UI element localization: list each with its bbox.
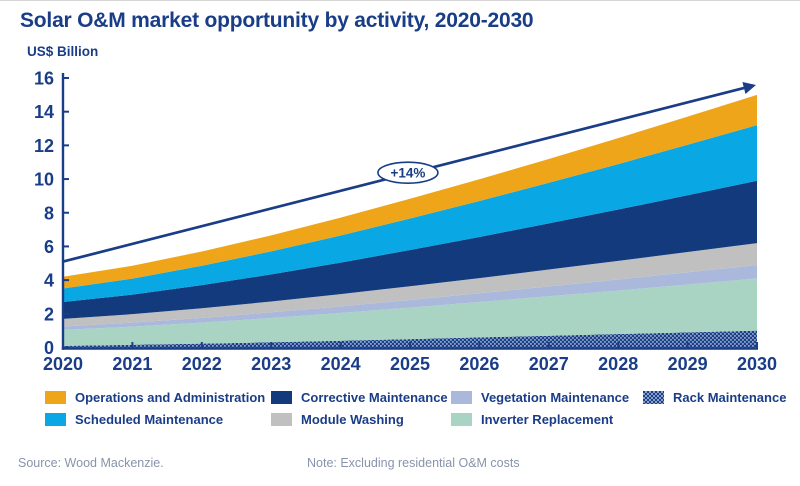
area-scheduled-maintenance (63, 125, 757, 303)
x-tick-label: 2022 (182, 354, 222, 374)
chart-legend: Operations and Administration Corrective … (45, 390, 790, 427)
legend-label: Vegetation Maintenance (481, 390, 630, 405)
legend-swatch-scheduled-maintenance (45, 413, 66, 426)
legend-label: Operations and Administration (75, 390, 266, 405)
x-tick-label: 2028 (598, 354, 638, 374)
legend-swatch-rack-maintenance (643, 391, 664, 404)
x-tick-label: 2020 (43, 354, 83, 374)
x-tick-label: 2021 (112, 354, 152, 374)
legend-label: Scheduled Maintenance (75, 412, 224, 427)
legend-item-module-washing: Module Washing (271, 412, 451, 427)
legend-item-scheduled-maintenance: Scheduled Maintenance (45, 412, 271, 427)
area-inverter-replacement (63, 278, 757, 346)
legend-swatch-inverter-replacement (451, 413, 472, 426)
note-text: Note: Excluding residential O&M costs (307, 456, 520, 470)
y-tick-label: 14 (34, 102, 54, 122)
growth-annotation-label: +14% (390, 166, 425, 181)
area-vegetation-maintenance (63, 264, 757, 330)
legend-swatch-corrective-maintenance (271, 391, 292, 404)
chart-title: Solar O&M market opportunity by activity… (20, 9, 534, 32)
y-tick-label: 2 (44, 304, 54, 324)
y-tick-label: 12 (34, 136, 54, 156)
legend-item-vegetation-maintenance: Vegetation Maintenance (451, 390, 643, 405)
legend-item-inverter-replacement: Inverter Replacement (451, 412, 643, 427)
area-corrective-maintenance (63, 180, 757, 319)
area-operations-administration (63, 94, 757, 289)
legend-item-rack-maintenance: Rack Maintenance (643, 390, 790, 405)
growth-annotation-ellipse (377, 161, 439, 184)
y-tick-label: 6 (44, 237, 54, 257)
x-tick-label: 2027 (529, 354, 569, 374)
y-tick-label: 16 (34, 69, 54, 89)
legend-label: Corrective Maintenance (301, 390, 448, 405)
x-tick-label: 2023 (251, 354, 291, 374)
y-tick-label: 8 (44, 203, 54, 223)
legend-swatch-operations-administration (45, 391, 66, 404)
legend-item-corrective-maintenance: Corrective Maintenance (271, 390, 451, 405)
legend-swatch-vegetation-maintenance (451, 391, 472, 404)
y-axis-unit-label: US$ Billion (27, 44, 99, 59)
y-tick-label: 4 (44, 271, 54, 291)
x-tick-label: 2026 (459, 354, 499, 374)
area-module-washing (63, 243, 757, 327)
y-tick-label: 0 (44, 338, 54, 358)
x-tick-label: 2030 (737, 354, 777, 374)
x-tick-label: 2029 (668, 354, 708, 374)
x-tick-label: 2025 (390, 354, 430, 374)
x-tick-label: 2024 (321, 354, 361, 374)
legend-label: Rack Maintenance (673, 390, 787, 405)
legend-swatch-module-washing (271, 413, 292, 426)
legend-label: Inverter Replacement (481, 412, 614, 427)
legend-item-operations-administration: Operations and Administration (45, 390, 271, 405)
source-text: Source: Wood Mackenzie. (18, 456, 164, 470)
axes: 0 2 4 6 8 10 12 14 16 2020 2021 2022 2023 2024 2025 202… (34, 69, 777, 375)
y-tick-label: 10 (34, 170, 54, 190)
stacked-areas (63, 94, 757, 348)
legend-label: Module Washing (301, 412, 404, 427)
